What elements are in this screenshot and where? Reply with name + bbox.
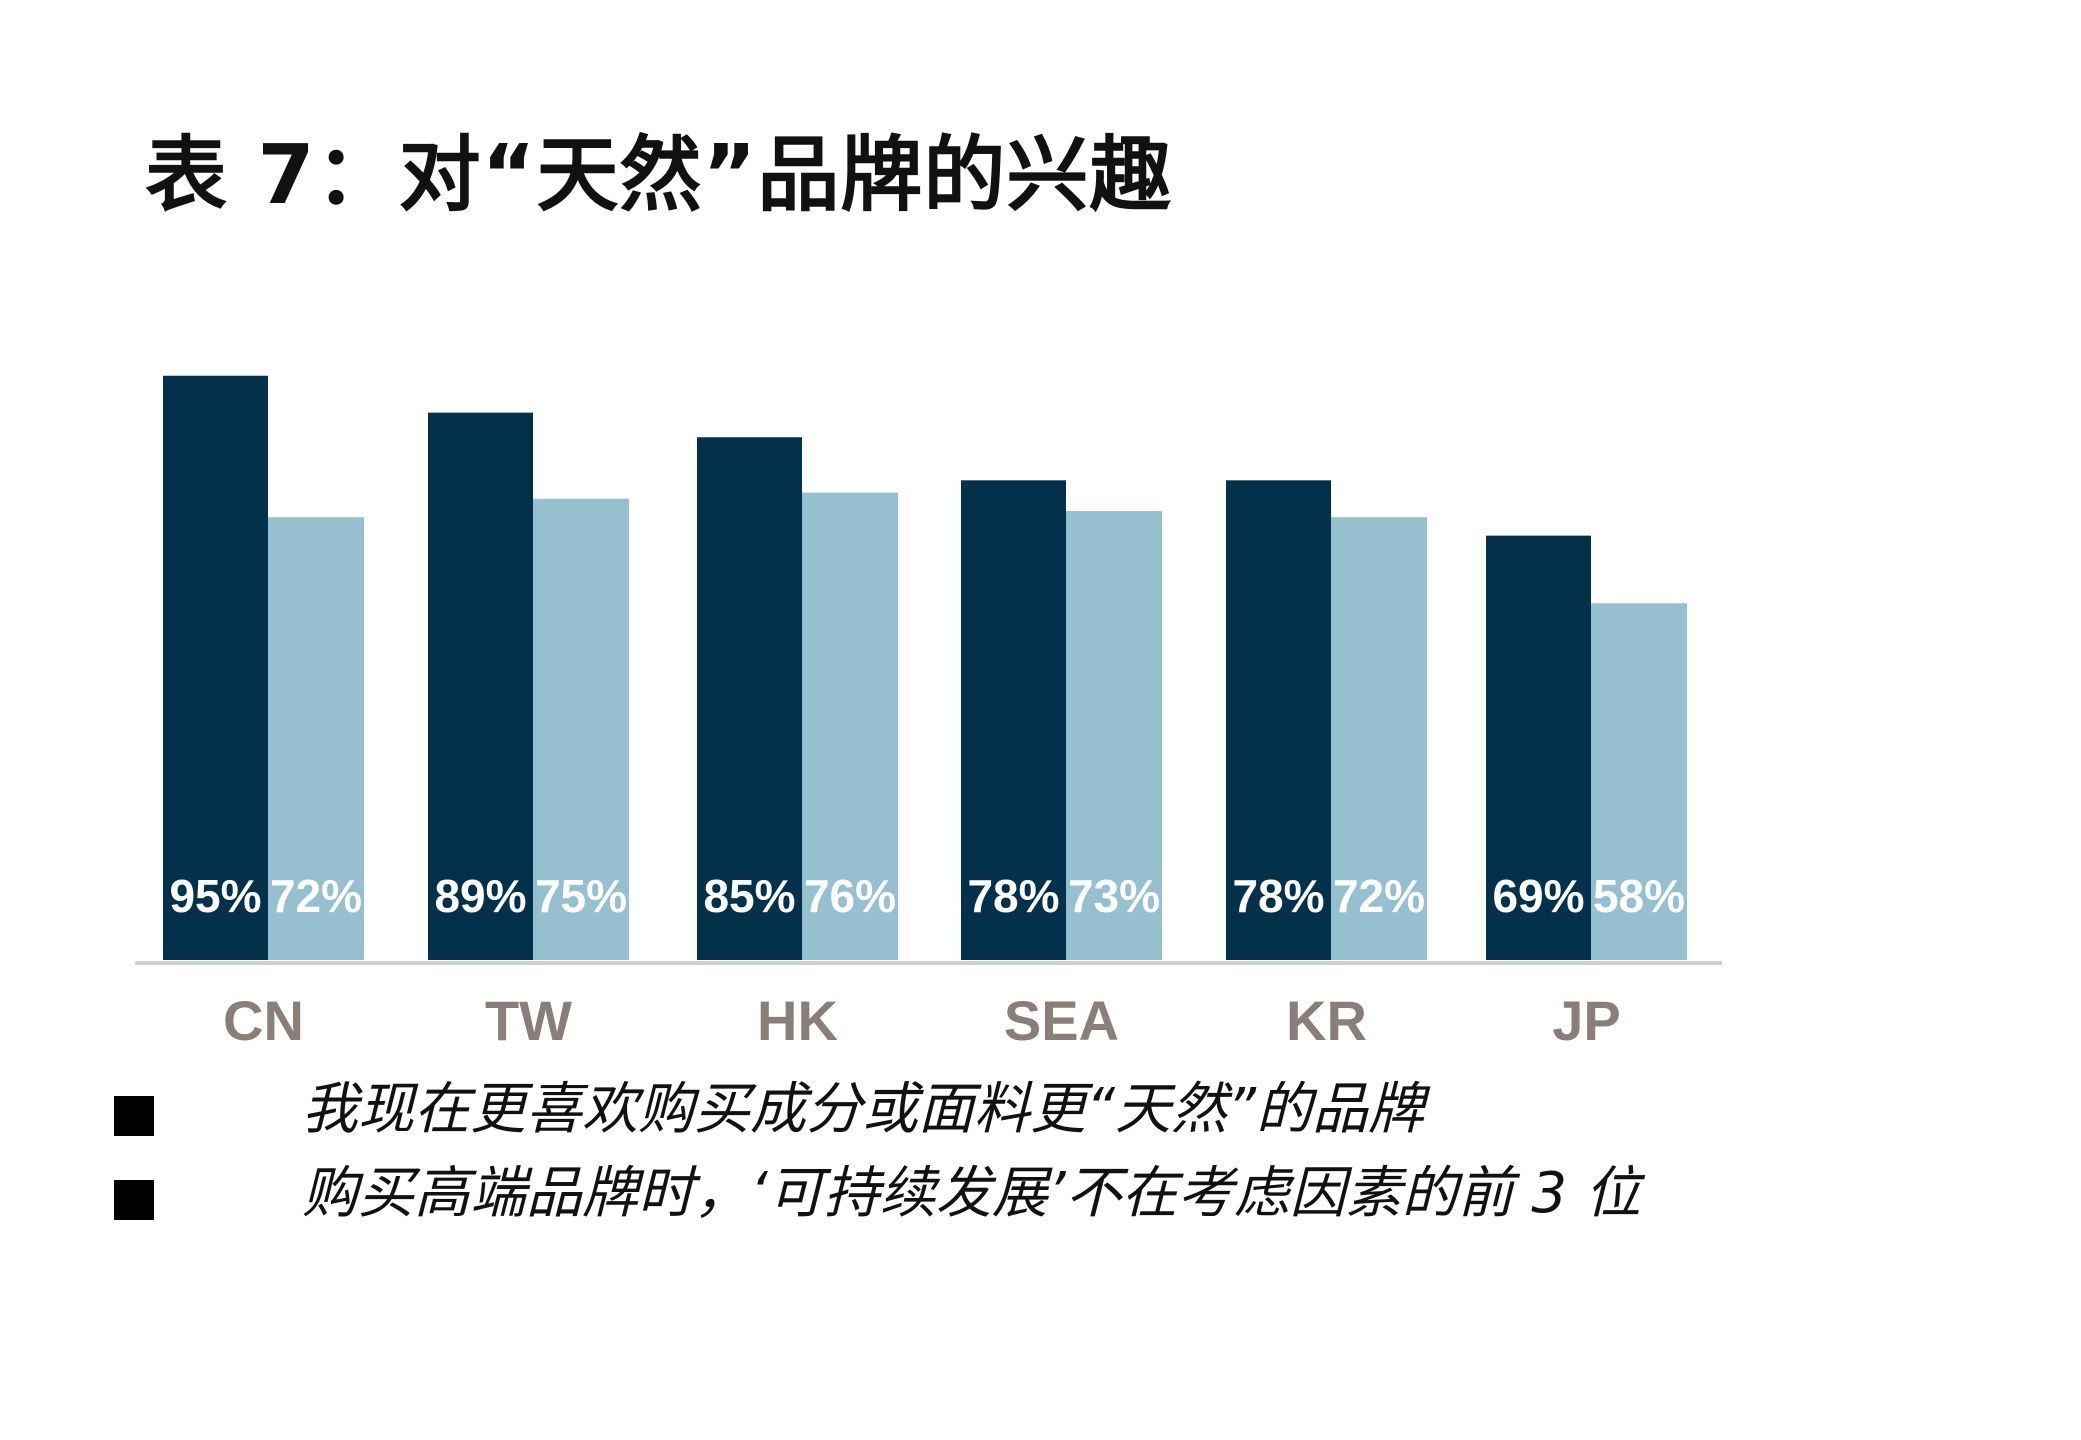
data-label-kr-series-2: 72% (1333, 870, 1425, 922)
bar-kr-series-1 (1226, 480, 1331, 960)
bar-hk-series-1 (697, 437, 802, 960)
bar-sea-series-1 (961, 480, 1066, 960)
data-label-hk-series-1: 85% (703, 870, 795, 922)
bar-kr-series-2 (1331, 517, 1427, 960)
bar-jp-series-2 (1591, 603, 1687, 960)
data-label-jp-series-2: 58% (1593, 870, 1685, 922)
chart-title: 表 7：对“天然”品牌的兴趣 (145, 128, 1173, 223)
data-label-jp-series-1: 69% (1492, 870, 1584, 922)
data-label-tw-series-2: 75% (535, 870, 627, 922)
bar-cn-series-2 (268, 517, 364, 960)
category-labels-layer: CN TW HK SEA KR JP (223, 989, 1621, 1052)
category-label-sea: SEA (1004, 989, 1119, 1052)
category-label-cn: CN (223, 989, 304, 1052)
data-label-hk-series-2: 76% (804, 870, 896, 922)
data-label-cn-series-1: 95% (169, 870, 261, 922)
category-label-hk: HK (757, 989, 838, 1052)
data-label-sea-series-1: 78% (967, 870, 1059, 922)
bar-jp-series-1 (1486, 535, 1591, 960)
bar-sea-series-2 (1066, 511, 1162, 960)
bar-hk-series-2 (802, 492, 898, 960)
bar-cn-series-1 (163, 375, 268, 960)
data-label-tw-series-1: 89% (434, 870, 526, 922)
legend: 我现在更喜欢购买成分或面料更“天然”的品牌 购买高端品牌时，‘可持续发展’不在考… (112, 1068, 1872, 1236)
data-label-kr-series-1: 78% (1232, 870, 1324, 922)
legend-swatch-icon (114, 1096, 154, 1136)
bar-tw-series-1 (428, 412, 533, 960)
data-label-cn-series-2: 72% (270, 870, 362, 922)
data-label-sea-series-2: 73% (1068, 870, 1160, 922)
bars-layer (163, 375, 1687, 960)
category-label-jp: JP (1552, 989, 1621, 1052)
category-label-tw: TW (485, 989, 572, 1052)
legend-swatch-icon (114, 1180, 154, 1220)
legend-item-series-2: 购买高端品牌时，‘可持续发展’不在考虑因素的前 3 位 (112, 1152, 1872, 1236)
category-label-kr: KR (1286, 989, 1367, 1052)
legend-item-series-1: 我现在更喜欢购买成分或面料更“天然”的品牌 (112, 1068, 1872, 1152)
legend-label: 购买高端品牌时，‘可持续发展’不在考虑因素的前 3 位 (302, 1161, 1641, 1226)
bar-tw-series-2 (533, 498, 629, 960)
legend-label: 我现在更喜欢购买成分或面料更“天然”的品牌 (302, 1077, 1425, 1142)
value-labels-layer: 95% 72% 89% 75% 85% 76% 78% 73% 78% 72% 69% 58% (169, 870, 1685, 922)
